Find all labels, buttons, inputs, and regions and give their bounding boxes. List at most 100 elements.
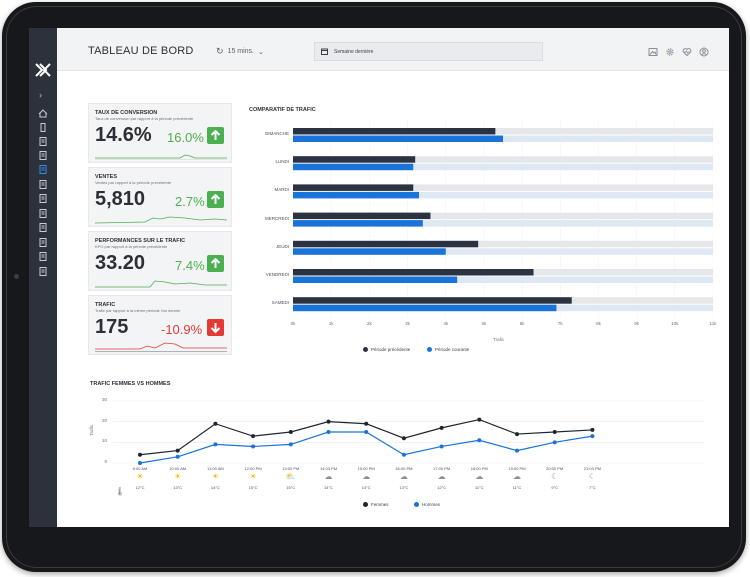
tablet-icon[interactable]: [38, 123, 48, 132]
report-icon-2[interactable]: [38, 151, 48, 160]
refresh-selector[interactable]: ↻ 15 mins. ⌄: [216, 46, 264, 57]
timeline-time: 16:00 PM: [395, 466, 413, 471]
report-icon-active[interactable]: [38, 165, 48, 174]
bar-category-label: MARDI: [274, 187, 290, 193]
line-point[interactable]: [477, 438, 482, 443]
kpi-subtitle: Trafic par rapport à la même période l'a…: [95, 308, 181, 313]
heart-pulse-icon[interactable]: [682, 47, 692, 57]
gear-icon[interactable]: [665, 47, 675, 57]
line-point[interactable]: [175, 448, 180, 453]
bar-previous[interactable]: [293, 128, 496, 135]
bar-current[interactable]: [293, 135, 503, 143]
sun-icon: ☀: [249, 472, 257, 481]
arrow-up-icon: [207, 191, 224, 208]
kpi-card-sales[interactable]: VENTES Ventes par rapport à la période p…: [88, 167, 232, 227]
line-point[interactable]: [552, 440, 557, 445]
bar-current[interactable]: [293, 163, 414, 171]
line-point[interactable]: [401, 436, 406, 441]
app-logo-icon[interactable]: [34, 61, 52, 79]
line-point[interactable]: [326, 430, 331, 434]
report-icon-9[interactable]: [38, 267, 48, 276]
line-point[interactable]: [251, 444, 256, 449]
bar-current[interactable]: [293, 220, 423, 227]
line-point[interactable]: [288, 430, 293, 434]
line-point[interactable]: [326, 419, 331, 424]
bar-previous[interactable]: [293, 156, 416, 163]
bar-previous[interactable]: [293, 240, 479, 248]
sun-icon: ☀: [174, 472, 182, 481]
bar-x-tick: 8k: [596, 321, 601, 326]
line-point[interactable]: [138, 461, 142, 465]
line-point[interactable]: [288, 442, 293, 447]
line-point[interactable]: [138, 452, 142, 457]
report-icon-3[interactable]: [38, 180, 48, 189]
sidebar-expand-icon[interactable]: ›: [39, 90, 42, 100]
home-icon[interactable]: [38, 109, 48, 118]
bar-category-label: SAMEDI: [271, 300, 289, 306]
line-point[interactable]: [213, 421, 218, 426]
timeline-temp: 7°C: [589, 485, 596, 490]
bar-track-current: [293, 163, 713, 171]
line-point[interactable]: [439, 444, 444, 449]
line-point[interactable]: [175, 454, 180, 459]
timeline-temp: 13°C: [399, 485, 409, 490]
timeline-time: 12:00 PM: [244, 466, 262, 471]
cloud-icon: ☁: [437, 472, 446, 481]
legend-dot-current: [427, 347, 432, 352]
line-point[interactable]: [364, 421, 369, 426]
report-icon-6[interactable]: [38, 223, 48, 232]
bar-category-axis: DIMANCHE LUNDI MARDI MERCREDI JEUDI VENDREDI S…: [249, 123, 289, 313]
legend-hommes[interactable]: Hommes: [414, 502, 440, 507]
legend-current[interactable]: Période courante: [427, 347, 469, 352]
user-avatar-icon[interactable]: [699, 47, 709, 57]
line-point[interactable]: [515, 448, 519, 453]
traffic-xlabel: Trafic: [493, 337, 505, 342]
kpi-card-traffic-performance[interactable]: PERFORMANCES SUR LE TRAFIC KPO par rappo…: [88, 231, 232, 291]
line-point[interactable]: [590, 434, 595, 439]
bar-current[interactable]: [293, 191, 419, 199]
kpi-sparkline: [95, 342, 227, 352]
kpi-card-conversion[interactable]: TAUX DE CONVERSION Taux de conversion pa…: [88, 103, 232, 163]
timeline-time: 13:00 PM: [282, 466, 300, 471]
bar-previous[interactable]: [293, 297, 572, 304]
bar-previous[interactable]: [293, 184, 414, 191]
line-y-tick: 30: [101, 397, 107, 402]
report-icon-4[interactable]: [38, 194, 48, 203]
line-point[interactable]: [515, 432, 519, 437]
report-icon-8[interactable]: [38, 252, 48, 261]
line-point[interactable]: [401, 452, 406, 457]
kpi-card-traffic[interactable]: TRAFIC Trafic par rapport à la même péri…: [88, 295, 232, 355]
bar-previous[interactable]: [293, 269, 534, 276]
bar-track-current: [293, 191, 713, 199]
bar-previous[interactable]: [293, 212, 431, 220]
bar-current[interactable]: [293, 304, 557, 312]
line-point[interactable]: [439, 425, 444, 430]
date-range-picker[interactable]: Semaine dernière: [314, 42, 543, 61]
line-point[interactable]: [364, 430, 369, 434]
line-point[interactable]: [213, 442, 218, 447]
bar-current[interactable]: [293, 276, 458, 284]
tablet-frame: › TABLEAU DE BORD ↻ 15 mins. ⌄ S: [2, 2, 746, 572]
line-point[interactable]: [552, 430, 557, 434]
bar-x-tick: 11k: [709, 321, 717, 326]
kpi-subtitle: Ventes par rapport à la période précéden…: [95, 180, 172, 185]
report-icon-5[interactable]: [38, 209, 48, 218]
thermometer-icon: 🌡: [115, 487, 126, 496]
line-point[interactable]: [477, 417, 482, 422]
legend-previous[interactable]: Période précédente: [363, 347, 410, 352]
traffic-comparison-chart: [293, 120, 713, 318]
line-point[interactable]: [590, 427, 595, 432]
cloud-icon: ☁: [362, 472, 371, 481]
report-icon-1[interactable]: [38, 137, 48, 146]
line-point[interactable]: [251, 434, 256, 439]
legend-label: Hommes: [422, 502, 441, 507]
legend-label: Femmes: [371, 502, 389, 507]
legend-femmes[interactable]: Femmes: [363, 502, 389, 507]
line-y-tick: 0: [104, 459, 107, 464]
kpi-value: 175: [95, 316, 129, 338]
kpi-title: PERFORMANCES SUR LE TRAFIC: [95, 238, 186, 244]
bar-x-tick: 4k: [443, 321, 449, 326]
image-icon[interactable]: [648, 47, 658, 57]
bar-current[interactable]: [293, 248, 446, 255]
report-icon-7[interactable]: [38, 238, 48, 247]
